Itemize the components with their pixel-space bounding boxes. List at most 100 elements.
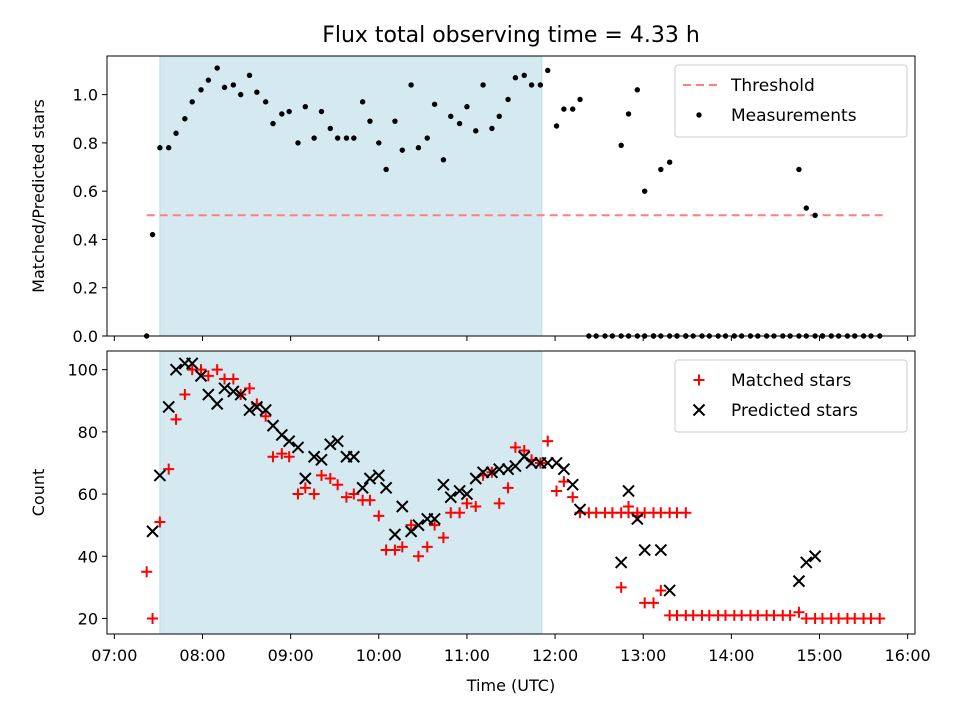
- matched-star-point: [373, 510, 385, 522]
- x-tick-label: 14:00: [708, 646, 754, 665]
- matched-star-point: [437, 532, 449, 544]
- matched-star-point: [267, 451, 279, 463]
- bottom-panel-marks: [141, 357, 886, 624]
- top-panel-frame: [106, 55, 916, 337]
- x-axis-label: Time (UTC): [466, 676, 555, 695]
- predicted-star-point: [153, 469, 167, 482]
- predicted-star-point: [412, 518, 425, 532]
- predicted-star-point: [331, 434, 344, 448]
- measurement-point: [399, 147, 405, 153]
- y-tick-label: 20: [78, 609, 98, 628]
- predicted-star-point: [324, 438, 337, 451]
- measurement-point: [618, 142, 624, 149]
- measurement-point: [496, 113, 502, 120]
- measurement-point: [351, 135, 357, 141]
- legend-label: Measurements: [731, 106, 857, 126]
- predicted-star-point: [234, 388, 247, 401]
- predicted-star-point: [363, 472, 377, 485]
- measurement-point: [658, 166, 664, 173]
- bottom-legend: Matched stars Predicted stars: [674, 359, 908, 433]
- measurement-point: [237, 91, 244, 98]
- x-tick-label: 11:00: [444, 646, 490, 665]
- predicted-star-point: [218, 382, 231, 395]
- matched-star-point: [454, 507, 466, 519]
- matched-star-point: [558, 476, 570, 488]
- predicted-star-point: [282, 434, 296, 448]
- y-tick-label: 1.0: [73, 86, 98, 105]
- predicted-star-point: [185, 357, 199, 370]
- measurement-point: [625, 111, 632, 117]
- top-panel-x-ticks: [113, 336, 909, 341]
- matched-star-point: [493, 497, 505, 509]
- predicted-star-point: [437, 478, 450, 491]
- matched-star-point: [315, 469, 327, 481]
- predicted-star-point: [169, 363, 183, 376]
- matched-star-point: [292, 488, 304, 500]
- matched-star-point: [244, 382, 256, 394]
- matched-star-point: [793, 606, 805, 618]
- matched-star-point: [147, 612, 159, 624]
- predicted-star-point: [654, 543, 668, 557]
- predicted-star-point: [388, 528, 402, 541]
- matched-star-point: [461, 497, 473, 509]
- legend-swatch: [692, 403, 706, 417]
- y-tick-label: 60: [78, 485, 98, 504]
- measurement-point: [318, 108, 325, 115]
- matched-star-point: [542, 435, 554, 447]
- measurement-point: [505, 96, 511, 103]
- top-panel: 0.0 0.2 0.4 0.6 0.8 1.0 Matched/Predicted sta…: [29, 55, 916, 346]
- measurement-point: [521, 72, 527, 79]
- measurement-point: [311, 135, 317, 141]
- matched-star-point: [276, 448, 288, 460]
- legend-label: Matched stars: [731, 371, 851, 391]
- predicted-star-point: [460, 487, 474, 501]
- measurement-point: [561, 106, 567, 112]
- matched-star-point: [874, 612, 886, 624]
- measurement-point: [205, 77, 212, 83]
- measurement-point: [343, 135, 350, 141]
- matched-star-point: [308, 488, 320, 500]
- bottom-panel-x-ticks: 07:00 08:00 09:00 10:00 11:00 12:00 13:00 14:00…: [91, 634, 931, 665]
- bottom-panel-y-ticks: 20 40 60 80 100: [67, 361, 107, 628]
- measurement-point: [473, 128, 479, 134]
- predicted-star-point: [379, 481, 393, 495]
- predicted-star-point: [146, 525, 159, 538]
- predicted-star-point: [631, 512, 644, 526]
- matched-star-point: [283, 451, 295, 463]
- measurement-point: [327, 125, 334, 132]
- matched-star-point: [211, 364, 223, 376]
- predicted-star-point: [396, 500, 409, 513]
- measurement-point: [270, 120, 276, 127]
- measurement-point: [448, 113, 454, 120]
- measurement-point: [221, 84, 228, 91]
- y-tick-label: 0.8: [73, 134, 98, 153]
- predicted-star-point: [566, 478, 579, 491]
- measurement-point: [634, 87, 641, 93]
- predicted-star-point: [638, 543, 651, 557]
- predicted-star-point: [227, 385, 240, 398]
- measurement-point: [512, 75, 519, 81]
- predicted-star-point: [372, 469, 385, 482]
- measurement-point: [408, 82, 414, 88]
- predicted-star-point: [525, 456, 538, 470]
- predicted-star-point: [501, 462, 515, 476]
- matched-star-point: [784, 609, 796, 621]
- measurement-point: [537, 82, 544, 88]
- matched-star-point: [405, 519, 417, 531]
- measurement-point: [254, 89, 260, 95]
- measurement-point: [295, 140, 301, 146]
- matched-star-point: [179, 389, 191, 401]
- legend-box: [674, 359, 908, 433]
- legend-swatch: [693, 374, 705, 386]
- legend-label: Predicted stars: [731, 401, 858, 421]
- measurement-point: [359, 99, 366, 105]
- matched-star-point: [470, 500, 482, 512]
- matched-star-point: [202, 370, 214, 382]
- chart-title: Flux total observing time = 4.33 h: [322, 23, 700, 48]
- predicted-star-point: [614, 556, 628, 569]
- matched-star-point: [163, 463, 175, 475]
- observing-window-shade: [159, 55, 543, 337]
- measurement-point: [796, 166, 802, 173]
- measurement-point: [570, 106, 576, 112]
- predicted-star-point: [476, 466, 490, 479]
